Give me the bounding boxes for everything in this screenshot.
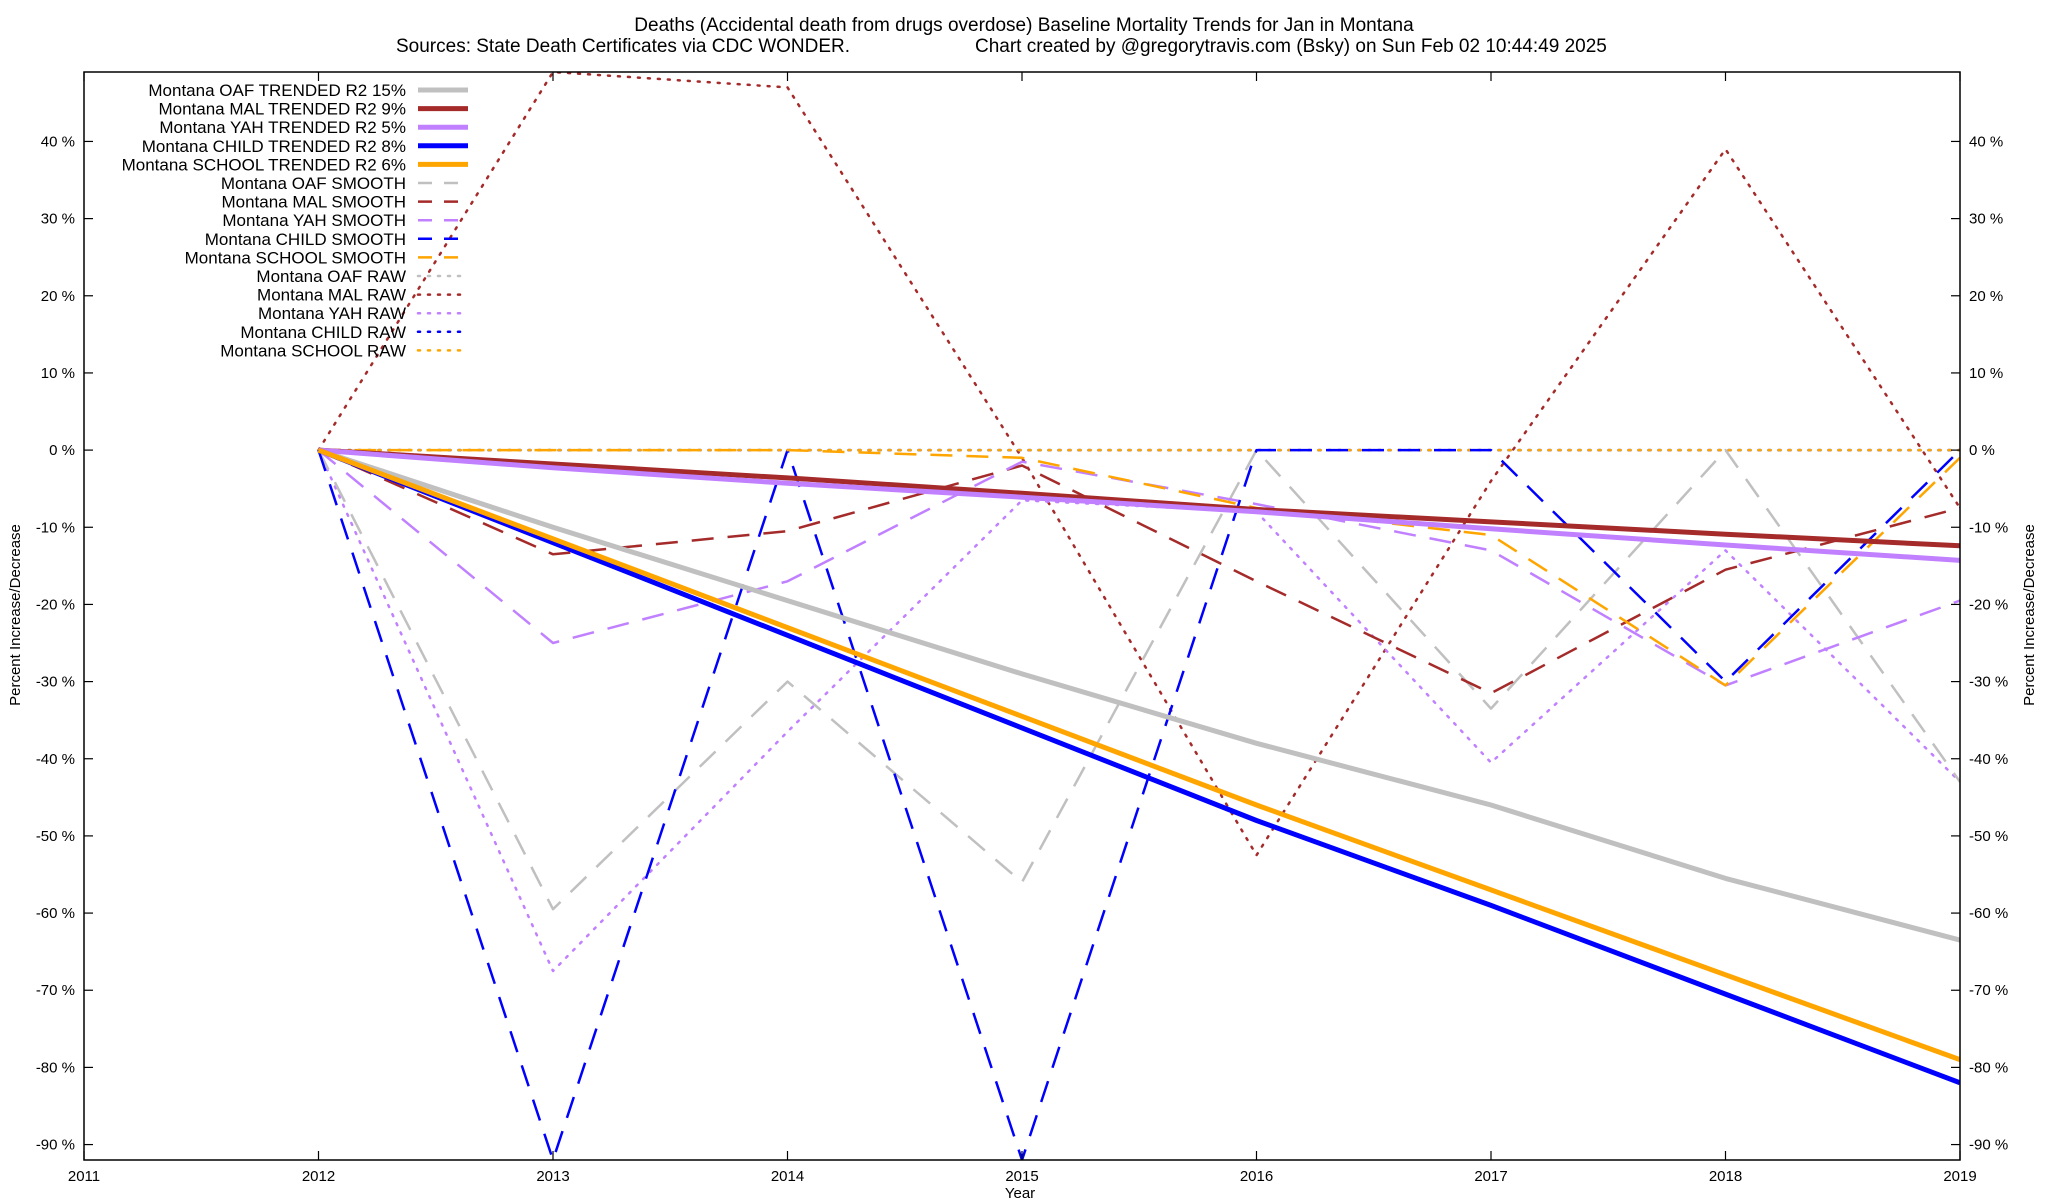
y-tick-label-right: -50 % [1969,828,2008,845]
legend-label-14: Montana SCHOOL RAW [220,341,406,360]
legend-label-2: Montana YAH TRENDED R2 5% [159,118,406,137]
legend-label-6: Montana MAL SMOOTH [221,193,406,212]
chart-title: Deaths (Accidental death from drugs over… [634,15,1414,36]
y-tick-label-right: -70 % [1969,982,2008,999]
y-tick-label-left: 20 % [41,288,75,305]
y-tick-label-left: -40 % [36,751,75,768]
series-line-5 [317,448,1960,911]
y-axis-label-right: Percent Increase/Decrease [2021,524,2038,706]
legend-label-11: Montana MAL RAW [257,286,406,305]
legend-label-9: Montana SCHOOL SMOOTH [185,248,406,267]
y-tick-label-right: -40 % [1969,751,2008,768]
y-tick-label-right: -20 % [1969,596,2008,613]
y-tick-label-right: 40 % [1969,133,2003,150]
y-tick-label-right: 10 % [1969,365,2003,382]
y-tick-label-left: 30 % [41,211,75,228]
x-axis-label: Year [1005,1185,1035,1200]
x-tick-label: 2016 [1240,1168,1273,1185]
legend-label-4: Montana SCHOOL TRENDED R2 6% [122,155,406,174]
x-tick-label: 2018 [1709,1168,1742,1185]
legend-label-13: Montana CHILD RAW [240,323,406,342]
legend-label-8: Montana CHILD SMOOTH [205,230,406,249]
legend: Montana OAF TRENDED R2 15%Montana MAL TR… [122,81,470,360]
y-tick-label-left: -30 % [36,674,75,691]
legend-label-0: Montana OAF TRENDED R2 15% [148,81,406,100]
series-line-8 [317,448,1960,1160]
chart-subtitle-sources: Sources: State Death Certificates via CD… [396,36,850,57]
y-tick-label-left: 0 % [49,442,75,459]
y-tick-label-right: -30 % [1969,674,2008,691]
y-tick-label-left: -60 % [36,905,75,922]
series-line-11 [317,72,1960,857]
x-tick-label: 2017 [1474,1168,1507,1185]
x-tick-label: 2012 [302,1168,335,1185]
series-layer [317,72,1960,1160]
y-tick-label-right: -80 % [1969,1059,2008,1076]
series-line-1 [318,447,1960,549]
x-tick-label: 2013 [536,1168,569,1185]
legend-label-5: Montana OAF SMOOTH [221,174,406,193]
series-line-9 [318,448,1960,687]
legend-label-1: Montana MAL TRENDED R2 9% [158,100,406,119]
y-axis-label-left: Percent Increase/Decrease [7,524,24,706]
legend-label-3: Montana CHILD TRENDED R2 8% [142,137,406,156]
y-tick-label-left: -80 % [36,1059,75,1076]
y-tick-label-right: -10 % [1969,519,2008,536]
y-tick-label-right: 30 % [1969,211,2003,228]
legend-label-7: Montana YAH SMOOTH [222,211,406,230]
y-tick-label-right: -90 % [1969,1137,2008,1154]
y-tick-label-left: -70 % [36,982,75,999]
series-line-6 [317,448,1960,695]
y-tick-label-left: -20 % [36,596,75,613]
series-line-4 [317,447,1960,1063]
series-line-0 [317,447,1960,943]
y-tick-label-left: 10 % [41,365,75,382]
series-line-7 [317,449,1960,687]
axes-layer: 2011 2012 2013 2014 2015 2016 2017 2018 2019 40 %… [36,71,2008,1185]
x-tick-label: 2014 [771,1168,804,1185]
y-tick-label-right: 20 % [1969,288,2003,305]
legend-label-12: Montana YAH RAW [258,304,406,323]
x-tick-label: 2019 [1943,1168,1976,1185]
series-line-2 [318,447,1960,563]
y-tick-label-left: -90 % [36,1137,75,1154]
y-tick-label-left: -50 % [36,828,75,845]
x-tick-label: 2011 [68,1168,100,1185]
x-tick-label: 2015 [1005,1168,1038,1185]
legend-label-10: Montana OAF RAW [256,267,406,286]
y-tick-label-right: -60 % [1969,905,2008,922]
y-tick-label-left: 40 % [41,133,75,150]
y-tick-label-right: 0 % [1969,442,1995,459]
series-line-3 [317,447,1960,1086]
y-tick-label-left: -10 % [36,519,75,536]
chart-subtitle-credit: Chart created by @gregorytravis.com (Bsk… [975,36,1607,57]
